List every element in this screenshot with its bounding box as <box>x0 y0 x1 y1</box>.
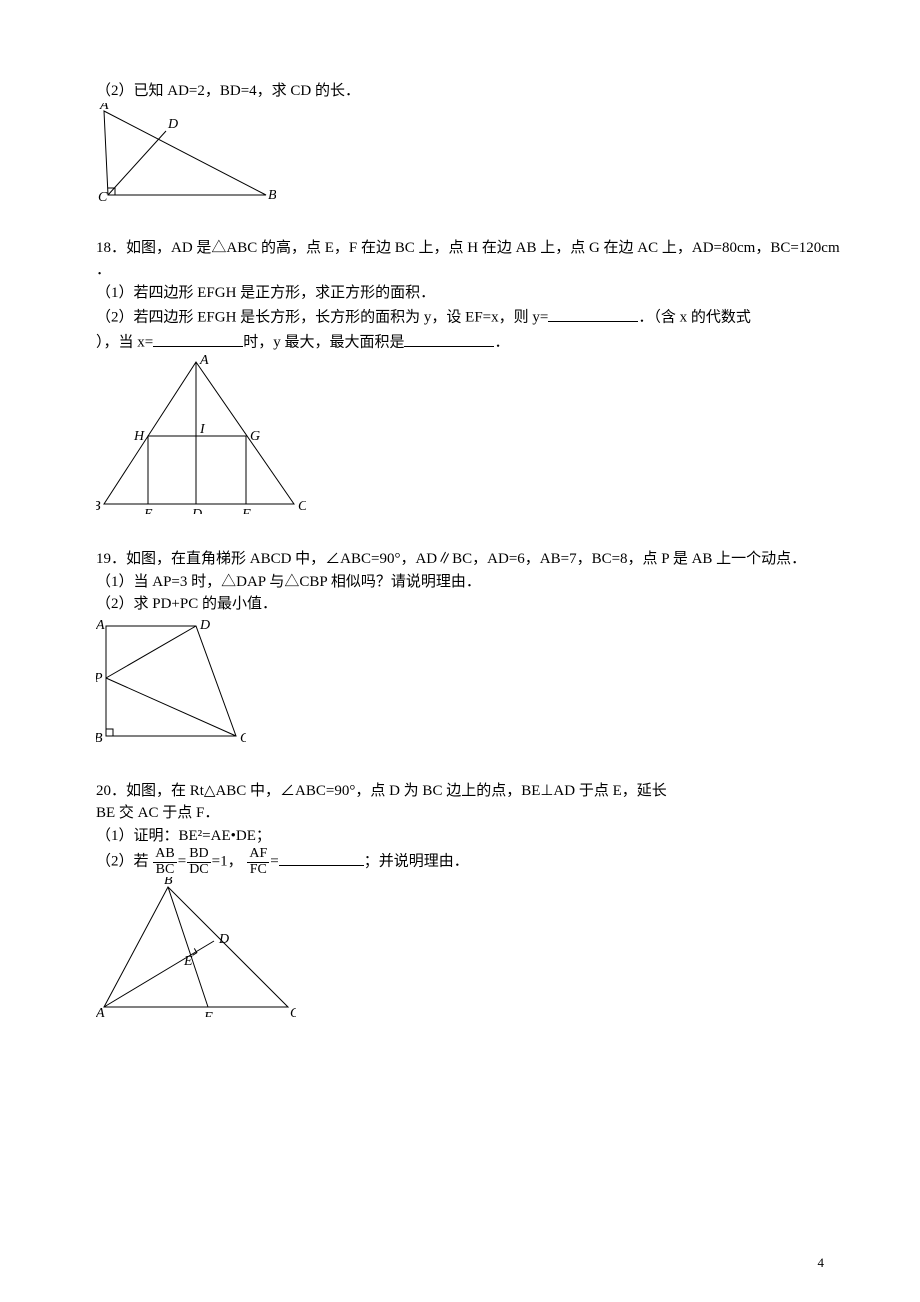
p19-line2: （1）当 AP=3 时，△DAP 与△CBP 相似吗？请说明理由． <box>96 571 824 594</box>
svg-text:E: E <box>143 507 153 514</box>
svg-text:D: D <box>191 507 202 514</box>
fraction-ab-bc: ABBC <box>153 847 176 877</box>
p20-line2: （1）证明：BE²=AE•DE； <box>96 825 824 848</box>
svg-text:I: I <box>199 422 206 437</box>
svg-text:A: A <box>99 103 109 113</box>
problem-20: 20．如图，在 Rt△ABC 中，∠ABC=90°，点 D 为 BC 边上的点，… <box>96 780 824 1018</box>
problem-19: 19．如图，在直角梯形 ABCD 中，∠ABC=90°，AD∥BC，AD=6，A… <box>96 548 824 746</box>
svg-text:F: F <box>241 507 251 514</box>
svg-text:D: D <box>167 117 178 132</box>
svg-text:H: H <box>133 429 145 444</box>
p20-line3: （2）若 ABBC=BDDC=1， AFFC=；并说明理由． <box>96 847 824 877</box>
p18-line1b: ． <box>96 259 824 282</box>
p18-line3: （2）若四边形 EFGH 是长方形，长方形的面积为 y，设 EF=x，则 y= ．… <box>96 304 824 329</box>
blank-field <box>548 304 638 322</box>
svg-text:A: A <box>199 354 209 368</box>
svg-text:F: F <box>203 1010 213 1017</box>
svg-text:A: A <box>96 618 105 633</box>
p20-l3d: ；并说明理由． <box>364 854 469 870</box>
blank-field <box>153 329 243 347</box>
p18-l4b: 时，y 最大，最大面积是 <box>243 335 404 351</box>
svg-text:D: D <box>218 932 229 947</box>
p18-l4c: ． <box>494 335 509 351</box>
p20-l3a: （2）若 <box>96 854 149 870</box>
svg-text:C: C <box>290 1006 296 1017</box>
p18-line2: （1）若四边形 EFGH 是正方形，求正方形的面积． <box>96 282 824 305</box>
svg-text:B: B <box>96 731 103 746</box>
blank-field <box>279 848 364 866</box>
problem-18: 18．如图，AD 是△ABC 的高，点 E，F 在边 BC 上，点 H 在边 A… <box>96 237 824 515</box>
p20-l3c: = <box>270 854 278 870</box>
p18-line4: ），当 x= 时，y 最大，最大面积是 ． <box>96 329 824 354</box>
blank-field <box>404 329 494 347</box>
fraction-af-fc: AFFC <box>247 847 269 877</box>
svg-text:C: C <box>298 499 306 514</box>
svg-text:A: A <box>96 1006 105 1017</box>
svg-text:B: B <box>268 188 276 203</box>
svg-text:B: B <box>96 499 101 514</box>
p19-figure: A D B C P <box>96 616 246 746</box>
p20-figure: A B C D E F <box>96 877 296 1017</box>
svg-text:E: E <box>183 954 193 969</box>
p18-line1: 18．如图，AD 是△ABC 的高，点 E，F 在边 BC 上，点 H 在边 A… <box>96 237 824 260</box>
p18-l3b: ．（含 x 的代数式 <box>638 310 751 326</box>
problem-17-part2: （2）已知 AD=2，BD=4，求 CD 的长． A D B C <box>96 80 824 203</box>
page-number: 4 <box>818 1253 825 1273</box>
svg-text:B: B <box>164 877 173 888</box>
p17-figure: A D B C <box>96 103 276 203</box>
svg-text:D: D <box>199 618 210 633</box>
p20-line1: 20．如图，在 Rt△ABC 中，∠ABC=90°，点 D 为 BC 边上的点，… <box>96 780 824 803</box>
fraction-bd-dc: BDDC <box>187 847 210 877</box>
p18-l3a: （2）若四边形 EFGH 是长方形，长方形的面积为 y，设 EF=x，则 y= <box>96 310 548 326</box>
p20-line1b: BE 交 AC 于点 F． <box>96 802 824 825</box>
svg-text:C: C <box>240 731 246 746</box>
p18-l4a: ），当 x= <box>96 335 153 351</box>
p19-line1: 19．如图，在直角梯形 ABCD 中，∠ABC=90°，AD∥BC，AD=6，A… <box>96 548 824 571</box>
svg-text:P: P <box>96 671 103 686</box>
svg-text:G: G <box>250 429 260 444</box>
p17-line2: （2）已知 AD=2，BD=4，求 CD 的长． <box>96 80 824 103</box>
p18-figure: A B C D E F H G I <box>96 354 306 514</box>
p20-l3eq: =1， <box>212 854 243 870</box>
p19-line3: （2）求 PD+PC 的最小值． <box>96 593 824 616</box>
svg-text:C: C <box>98 190 108 203</box>
